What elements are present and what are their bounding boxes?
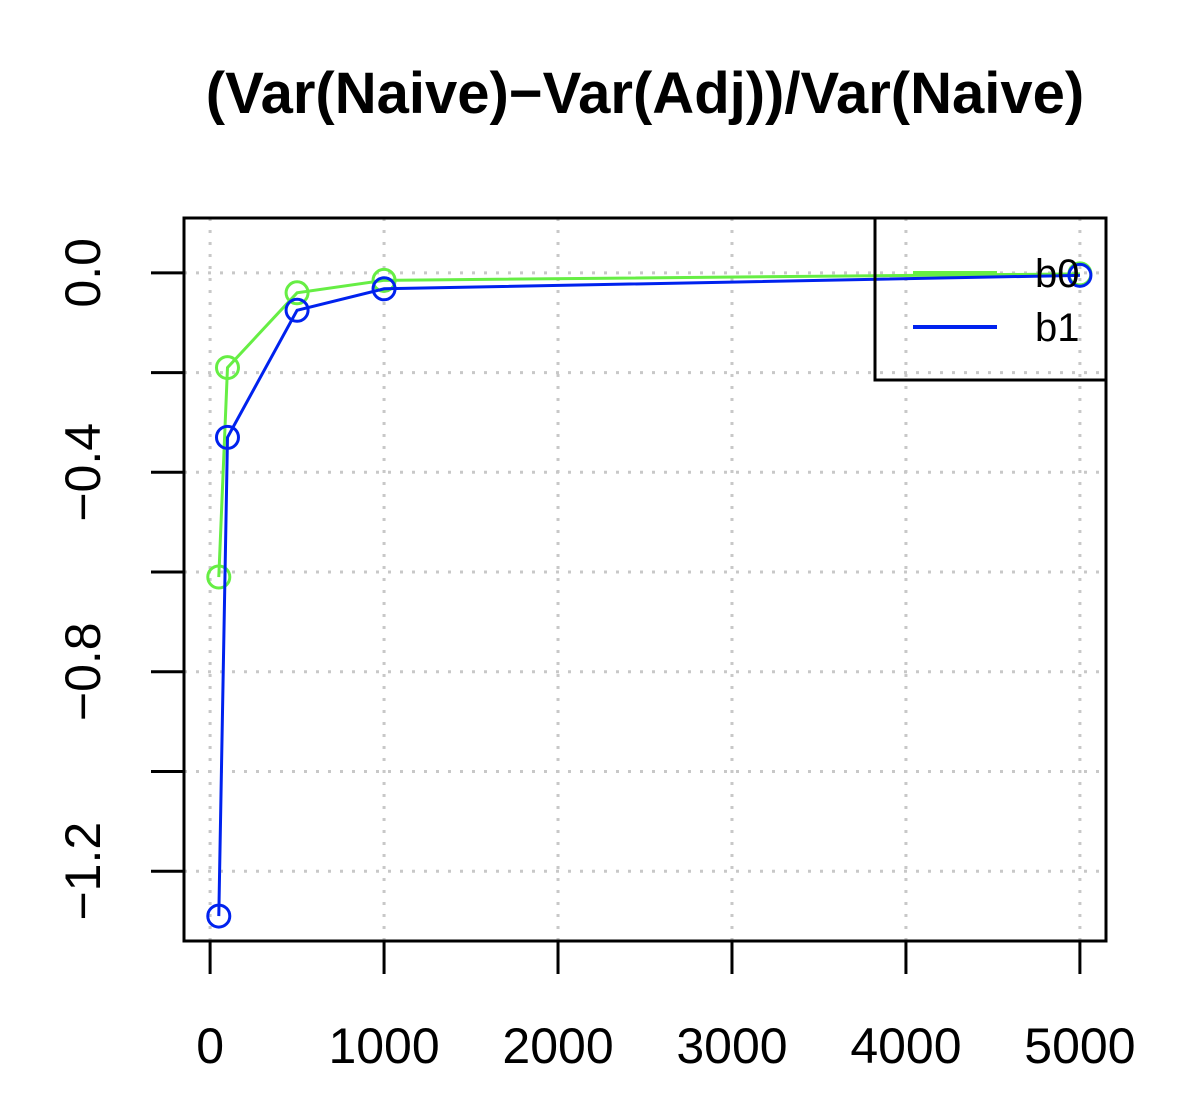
legend-label: b1	[1035, 306, 1080, 350]
chart-title: (Var(Naive)−Var(Adj))/Var(Naive)	[206, 61, 1084, 126]
y-tick-label: 0.0	[55, 238, 111, 308]
y-tick-label: −0.8	[55, 622, 111, 721]
x-tick-label: 5000	[1024, 1018, 1135, 1074]
data-point	[371, 267, 397, 293]
y-axis: 0.0 −0.4 −0.8 −1.2	[55, 238, 184, 921]
data-point	[206, 564, 232, 590]
y-tick-label: −0.4	[55, 423, 111, 522]
legend-label: b0	[1035, 252, 1080, 296]
x-tick-label: 4000	[850, 1018, 961, 1074]
plot-frame	[182, 216, 1108, 943]
legend-box	[873, 216, 1108, 382]
data-point	[214, 355, 240, 381]
data-point	[1067, 262, 1093, 288]
series-line	[217, 272, 1080, 578]
x-tick-label: 3000	[676, 1018, 787, 1074]
series-layer	[206, 261, 1093, 929]
series-line	[217, 273, 1080, 917]
data-point	[214, 424, 240, 450]
data-point	[371, 276, 397, 302]
x-tick-label: 2000	[502, 1018, 613, 1074]
data-point	[206, 903, 232, 929]
x-tick-label: 1000	[328, 1018, 439, 1074]
y-tick-label: −1.2	[55, 822, 111, 921]
data-point	[284, 297, 310, 323]
x-axis: 0 1000 2000 3000 4000 5000	[196, 941, 1136, 1074]
x-tick-label: 0	[196, 1018, 224, 1074]
data-point	[284, 280, 310, 306]
